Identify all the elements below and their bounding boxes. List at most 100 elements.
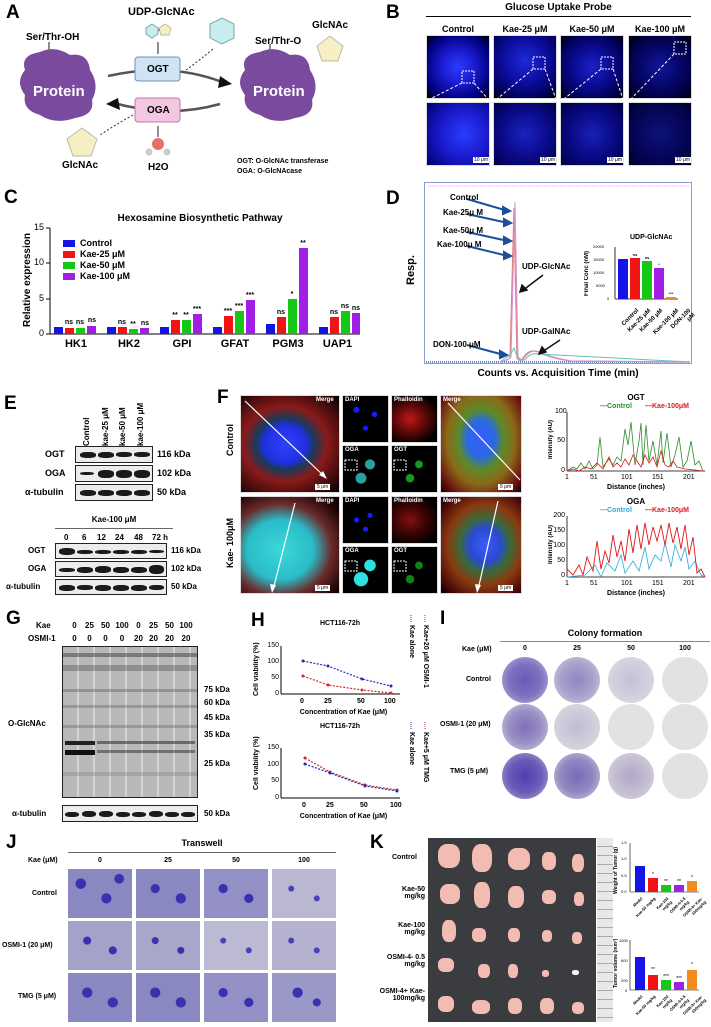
y-tick: 0 xyxy=(625,988,628,993)
svg-text:**: ** xyxy=(664,879,668,885)
svg-text:**: ** xyxy=(677,879,681,885)
legend-item: Control xyxy=(80,238,112,248)
legend-item: Kae alone xyxy=(408,625,415,659)
kae-label: Kae (μM) xyxy=(28,857,58,864)
row-label: TMG (5 μM) xyxy=(18,993,57,1000)
blot-tubulin-time xyxy=(55,579,167,595)
micrograph-control-phalloidin xyxy=(391,395,438,443)
blot-tubulin xyxy=(62,805,198,822)
x-tick: 50 xyxy=(360,802,368,809)
legend-item: Kae-100 μM xyxy=(80,271,131,281)
svg-text:*: * xyxy=(691,875,693,881)
x-axis-label: Counts vs. Acquisition Time (min) xyxy=(477,368,639,379)
y-axis-label: Intensity (AU) xyxy=(548,420,554,460)
row-label: OGT xyxy=(28,546,46,555)
bars-hk1 xyxy=(54,326,96,334)
x-tick: HK1 xyxy=(64,338,87,350)
y-tick: 1.5 xyxy=(621,840,627,845)
kae-row-label: Kae xyxy=(36,621,51,630)
protein-left-icon xyxy=(20,42,96,121)
osmi-dose: 20 xyxy=(149,634,158,643)
col-label: 25 xyxy=(573,645,581,652)
legend-kae: —Kae-100μM xyxy=(645,403,689,410)
size-label: 50 kDa xyxy=(157,487,187,497)
x-tick: 1 xyxy=(565,474,569,481)
channel-label: Merge xyxy=(316,498,334,504)
transwell-image xyxy=(68,921,132,970)
row-label: Kae-50 mg/kg xyxy=(402,886,425,900)
chart-title: HCT116-72h xyxy=(319,723,361,730)
blot-ogt-time xyxy=(55,543,167,559)
panel-label: D xyxy=(386,188,400,209)
x-axis-label: Concentration of Kae (μM) xyxy=(299,813,388,820)
channel-label: Phalloidin xyxy=(394,397,423,403)
svg-text:***: *** xyxy=(224,308,232,315)
micrograph-kae-phalloidin xyxy=(391,496,438,544)
y-tick: 50 xyxy=(557,437,565,444)
row-label: OSMI-1 (20 μM) xyxy=(440,721,491,728)
mw-marker: 75 kDa xyxy=(204,685,230,694)
mw-marker: 60 kDa xyxy=(204,698,230,707)
chart-title: OGA xyxy=(626,497,646,506)
svg-text:ns: ns xyxy=(118,319,126,326)
inset-title: UDP-GlcNAc xyxy=(630,234,673,241)
protein-right-icon xyxy=(240,44,316,121)
svg-text:ns: ns xyxy=(277,309,285,316)
y-tick: 100 xyxy=(267,658,279,665)
bars-pgm3 xyxy=(266,248,308,334)
panel-title: Transwell xyxy=(181,838,223,848)
x-tick: 151 xyxy=(652,474,664,481)
inset-y-tick: 15000 xyxy=(593,257,605,262)
colony-dish xyxy=(502,753,548,799)
bar-chart-hbp: ns ns ns ns ** ns ** ***** ********* ns*** ns… xyxy=(46,227,360,335)
row-label: OSMI-4+ Kae- 100mg/kg xyxy=(379,988,425,1002)
panel-f: F Control Kae- 100μM Merge DAPI Phalloid… xyxy=(215,385,711,600)
svg-text:ns: ns xyxy=(330,309,338,316)
size-label: 116 kDa xyxy=(171,546,201,555)
colony-dish xyxy=(608,704,654,750)
mw-marker: 50 kDa xyxy=(204,809,230,818)
y-tick: 15 xyxy=(33,222,44,232)
panel-label: I xyxy=(440,608,446,629)
svg-text:*: * xyxy=(291,291,294,298)
micrograph-kae25-overview xyxy=(493,35,557,99)
kae-dose: 25 xyxy=(149,621,158,630)
tumor-bar-charts: *** *** ***** **** xyxy=(629,843,699,991)
panel-h: H HCT116-72h Cell viability (%) Cell via… xyxy=(245,600,445,830)
channel-label: OGT xyxy=(394,447,407,453)
time-label: 72 h xyxy=(152,533,169,542)
colony-dish xyxy=(554,704,600,750)
y-tick: 1000 xyxy=(619,938,628,943)
y-tick: 1.0 xyxy=(621,856,627,861)
blot-tubulin xyxy=(75,484,153,501)
zoom-indicator-lines xyxy=(429,41,687,100)
bars-gfat xyxy=(213,300,255,334)
transwell-image xyxy=(136,973,200,1022)
osmi-dose: 0 xyxy=(72,634,77,643)
bars-hk2 xyxy=(107,327,149,334)
panel-label: H xyxy=(251,610,265,631)
o-glcnac-cycle-diagram xyxy=(20,17,344,157)
ser-thr-o-label: Ser/Thr-O xyxy=(255,36,302,47)
row-label: OGT xyxy=(45,449,65,459)
inset-y-tick: 10000 xyxy=(593,270,605,275)
colony-dish xyxy=(554,753,600,799)
panel-label: K xyxy=(370,832,384,853)
x-tick: 101 xyxy=(621,474,633,481)
x-tick: 51 xyxy=(590,474,598,481)
legend-ogt: OGT: O-GlcNAc transferase xyxy=(237,158,329,165)
col-label: 50 xyxy=(627,645,635,652)
svg-text:**: ** xyxy=(130,321,136,328)
svg-text:ns: ns xyxy=(341,303,349,310)
micrograph-kae100-zoom xyxy=(628,102,692,166)
scale-bar: 10 μm xyxy=(540,157,556,163)
y-tick: 10 xyxy=(33,257,44,267)
peak-label: UDP-GlcNAc xyxy=(522,262,571,271)
svg-text:ns: ns xyxy=(88,317,96,324)
colony-dish xyxy=(608,657,654,703)
colony-dish xyxy=(662,753,708,799)
row-label: TMG (5 μM) xyxy=(450,768,489,775)
kae-dose: 0 xyxy=(136,621,141,630)
h2o-label: H2O xyxy=(148,162,169,173)
x-axis-label: Distance (inches) xyxy=(607,484,665,491)
